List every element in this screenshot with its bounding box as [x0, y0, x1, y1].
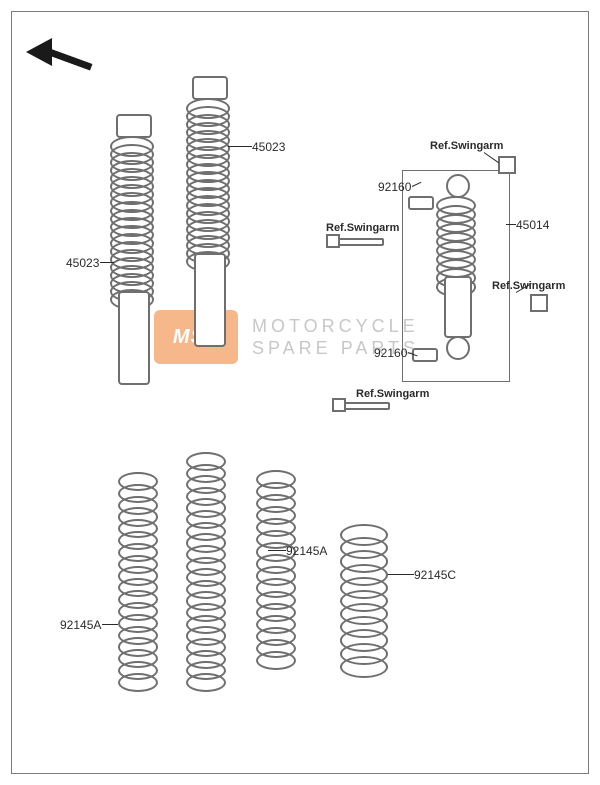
- diagram-stage: MSP MOTORCYCLE SPARE PARTS 45023 45023 9…: [0, 0, 600, 785]
- spring-icon: [118, 472, 158, 688]
- leader-92145A-right: [268, 550, 286, 551]
- spring-icon: [110, 136, 154, 306]
- nut-top-icon: [498, 156, 516, 174]
- watermark-line1: MOTORCYCLE: [252, 315, 419, 338]
- shock-top-cap-icon: [116, 114, 152, 138]
- label-45023-right: 45023: [252, 140, 285, 154]
- back-arrow-icon: [26, 36, 96, 76]
- shock-tube-icon: [194, 253, 226, 347]
- diagram-frame: [11, 11, 589, 774]
- label-92145A-right: 92145A: [286, 544, 327, 558]
- rear-shock-tube-icon: [444, 276, 472, 338]
- leader-92145C: [388, 574, 414, 575]
- ref-swingarm-4: Ref.Swingarm: [356, 388, 429, 400]
- label-92145A-left: 92145A: [60, 618, 101, 632]
- ref-swingarm-3: Ref.Swingarm: [492, 280, 565, 292]
- bolt-top-icon: [334, 238, 384, 246]
- spring-icon: [186, 452, 226, 688]
- leader-45014: [506, 224, 516, 225]
- rear-shock-top-eye-icon: [446, 174, 470, 198]
- collar-top-icon: [408, 196, 434, 210]
- nut-bottom-icon: [530, 294, 548, 312]
- leader-92145A-left: [102, 624, 118, 625]
- label-92160-top: 92160: [378, 180, 411, 194]
- label-45023-left: 45023: [66, 256, 99, 270]
- spring-icon: [256, 470, 296, 666]
- leader-45023-left: [100, 262, 114, 263]
- rear-shock-bottom-eye-icon: [446, 336, 470, 360]
- leader-45023-right: [228, 146, 252, 147]
- shock-tube-icon: [118, 291, 150, 385]
- bolt-bottom-icon: [340, 402, 390, 410]
- bolt-top-head-icon: [326, 234, 340, 248]
- ref-swingarm-1: Ref.Swingarm: [430, 140, 503, 152]
- label-92145C: 92145C: [414, 568, 456, 582]
- ref-swingarm-2: Ref.Swingarm: [326, 222, 399, 234]
- spring-icon: [186, 98, 230, 268]
- shock-top-cap-icon: [192, 76, 228, 100]
- bolt-bottom-head-icon: [332, 398, 346, 412]
- spring-icon: [340, 524, 388, 674]
- label-92160-bot: 92160: [374, 346, 407, 360]
- label-45014: 45014: [516, 218, 549, 232]
